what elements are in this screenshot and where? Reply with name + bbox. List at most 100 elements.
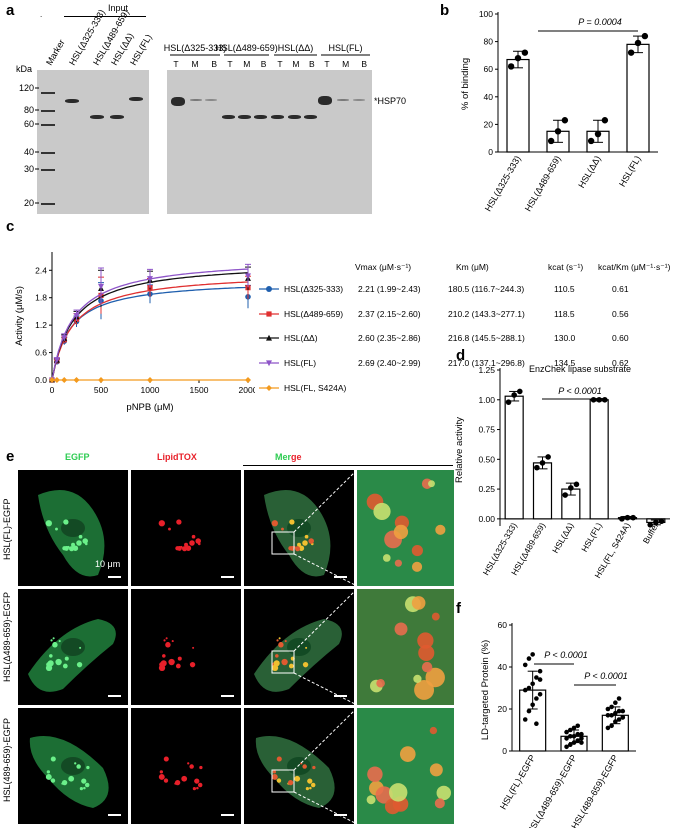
data-point <box>505 399 512 405</box>
data-point <box>561 117 569 124</box>
kcat-value: 130.0 <box>554 333 576 343</box>
scale-bar <box>108 814 121 816</box>
data-point <box>245 273 251 279</box>
data-point <box>562 492 569 498</box>
data-point <box>147 276 153 282</box>
zoom-box <box>271 769 295 793</box>
data-point <box>653 519 659 526</box>
y-tick-label: 1.25 <box>478 365 495 375</box>
data-point <box>616 717 622 722</box>
y-tick-label: 20 <box>498 704 508 714</box>
merge-spot <box>278 637 281 640</box>
merge-spot <box>281 658 288 666</box>
droplet <box>428 480 435 488</box>
merge-spot <box>271 520 278 527</box>
stray-dot: . <box>40 10 43 19</box>
nucleus <box>287 757 311 775</box>
egfp-spot <box>82 538 88 544</box>
km-value: 180.5 (116.7~244.3) <box>448 284 525 294</box>
lane-letter: T <box>277 59 282 69</box>
series-name: HSL(FL) <box>284 358 317 368</box>
merge-spot <box>302 540 308 546</box>
egfp-spot <box>45 773 52 780</box>
data-point <box>624 514 631 521</box>
merge-rule <box>243 465 453 466</box>
legend-symbol <box>266 311 272 317</box>
data-point <box>627 49 635 56</box>
chart-c: 0.0 0.6 1.2 1.8 2.4 0 500 1000 1500 2000 pNPB (μM)… <box>14 252 255 413</box>
egfp-spot <box>86 765 90 770</box>
lipid-droplet <box>168 658 175 666</box>
data-point <box>61 335 68 341</box>
category-label: HSL(ΔΔ) <box>550 521 576 555</box>
egfp-spot <box>50 756 56 762</box>
egfp-spot <box>49 654 53 658</box>
series-name: HSL(Δ325-333) <box>284 284 344 294</box>
merge-spot <box>275 654 279 658</box>
group-label: HSL(Δ489-659) <box>215 43 278 53</box>
scalebar-label: 10 μm <box>95 559 121 569</box>
data-point <box>526 708 532 714</box>
lipid-droplet <box>181 775 188 782</box>
droplet <box>429 763 443 777</box>
data-point <box>521 49 529 56</box>
merge-spot <box>271 773 278 780</box>
lipid-droplet <box>184 542 189 547</box>
y-axis-label: % of binding <box>460 58 471 110</box>
egfp-spot <box>83 786 86 790</box>
egfp-spot <box>68 775 75 782</box>
lipid-droplet <box>191 534 196 539</box>
y-tick-label: 0 <box>502 746 507 756</box>
data-point <box>534 675 539 680</box>
egfp-spot <box>58 640 61 643</box>
droplet <box>434 798 445 809</box>
zoom-box <box>271 531 295 555</box>
data-point <box>73 313 80 319</box>
row-label-1: HSL(FL)-EGFP <box>2 498 12 560</box>
y-tick-label: 40 <box>498 662 508 672</box>
merge-spot <box>310 782 316 788</box>
egfp-spot <box>72 545 79 551</box>
merge-spot <box>308 538 314 544</box>
vmax-value: 2.60 (2.35~2.86) <box>358 333 421 343</box>
data-point <box>547 137 555 145</box>
lipid-droplet <box>159 770 163 774</box>
data-point <box>514 54 522 62</box>
lipid-droplet <box>187 762 190 765</box>
data-point <box>534 464 540 471</box>
y-tick-label: 60 <box>498 620 508 630</box>
droplet <box>382 554 391 562</box>
data-point <box>596 396 602 403</box>
egfp-image <box>18 708 128 824</box>
egfp-spot <box>62 663 68 669</box>
egfp-spot <box>64 546 69 551</box>
y-tick-label: 80 <box>484 37 494 47</box>
droplet <box>436 785 451 801</box>
legend-marker <box>259 286 279 292</box>
data-point <box>605 725 611 731</box>
data-point <box>507 63 515 70</box>
scale-bar <box>221 576 234 578</box>
lipid-droplet <box>189 764 194 769</box>
data-point <box>568 485 574 491</box>
legend-symbol <box>266 385 272 391</box>
droplet <box>376 678 385 688</box>
x-tick-label: 500 <box>94 385 108 395</box>
lipidtox-image <box>131 470 241 586</box>
p-value-2: P < 0.0001 <box>584 671 627 681</box>
nucleus <box>61 757 85 775</box>
lipid-droplet <box>165 642 171 648</box>
data-point <box>641 32 649 40</box>
category-label: HSL(ΔΔ) <box>576 154 602 190</box>
data-point <box>564 744 569 750</box>
lipid-droplet <box>177 656 182 661</box>
lipid-droplet <box>165 637 168 640</box>
data-point <box>511 392 517 398</box>
series-name: HSL(FL, S424A) <box>284 383 347 393</box>
merge-spot <box>276 756 282 762</box>
col-header-lipidtox: LipidTOX <box>157 452 197 462</box>
data-point <box>620 715 626 720</box>
droplet <box>393 524 409 540</box>
data-point <box>609 723 614 729</box>
droplet <box>411 544 423 557</box>
